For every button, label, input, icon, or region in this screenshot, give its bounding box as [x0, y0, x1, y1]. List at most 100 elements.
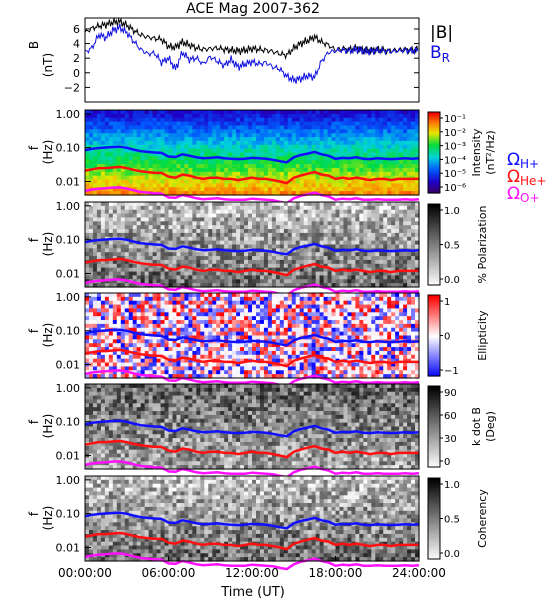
- spectro-cell: [188, 300, 193, 306]
- spectro-cell: [291, 312, 297, 317]
- colorbar-cell: [428, 246, 440, 250]
- spectro-cell: [299, 279, 305, 284]
- spectro-cell: [263, 240, 269, 246]
- spectro-cell: [172, 263, 178, 269]
- spectro-cell: [355, 293, 360, 298]
- spectro-cell: [359, 160, 364, 165]
- spectro-cell: [367, 236, 372, 242]
- spectro-cell: [311, 129, 317, 134]
- spectro-cell: [307, 217, 313, 222]
- spectro-cell: [116, 240, 122, 246]
- spectro-cell: [100, 183, 106, 188]
- spectro-cell: [124, 121, 130, 127]
- spectro-cell: [208, 125, 213, 130]
- spectro-cell: [244, 240, 249, 246]
- spectro-cell: [92, 304, 98, 310]
- spectro-cell: [291, 236, 297, 242]
- spectro-cell: [112, 133, 118, 138]
- spectro-cell: [355, 312, 360, 317]
- colorbar-cell: [428, 238, 440, 242]
- spectro-cell: [295, 221, 301, 226]
- spectro-cell: [363, 187, 368, 192]
- spectro-cell: [180, 213, 186, 219]
- spectro-cell: [88, 343, 94, 348]
- spectro-cell: [343, 140, 349, 146]
- spectro-cell: [152, 156, 158, 161]
- spectro-cell: [244, 152, 249, 157]
- spectro-cell: [411, 308, 416, 313]
- spectro-cell: [216, 110, 221, 115]
- spectro-cell: [184, 213, 189, 219]
- spectro-cell: [108, 175, 114, 181]
- spectro-cell: [148, 316, 154, 321]
- spectro-cell: [200, 137, 205, 142]
- spectro-cell: [212, 300, 217, 306]
- spectro-cell: [204, 316, 209, 321]
- spectro-cell: [240, 179, 245, 185]
- spectro-cell: [88, 252, 94, 257]
- spectro-cell: [156, 121, 162, 127]
- spectro-cell: [120, 335, 126, 340]
- spectro-cell: [200, 275, 205, 280]
- spectro-cell: [108, 148, 114, 154]
- spectro-cell: [236, 267, 241, 273]
- spectro-cell: [415, 275, 420, 280]
- spectro-cell: [85, 121, 90, 127]
- spectro-cell: [112, 275, 118, 280]
- spectro-cell: [347, 110, 353, 115]
- spectro-cell: [184, 275, 189, 280]
- spectro-cell: [275, 160, 281, 165]
- spectro-cell: [359, 183, 364, 188]
- spectro-cell: [319, 221, 325, 226]
- spectro-cell: [363, 279, 368, 284]
- spectro-cell: [371, 175, 376, 181]
- spectro-cell: [128, 263, 134, 269]
- spectro-cell: [307, 148, 313, 154]
- spectro-cell: [331, 320, 337, 325]
- spectro-cell: [104, 308, 110, 313]
- spectro-cell: [415, 125, 420, 130]
- spectro-cell: [407, 335, 412, 340]
- spectro-cell: [88, 209, 94, 215]
- spectro-cell: [85, 244, 90, 249]
- spectro-cell: [391, 327, 396, 333]
- spectro-cell: [279, 137, 285, 142]
- spectro-cell: [319, 259, 325, 265]
- spectro-cell: [391, 183, 396, 188]
- spectro-cell: [160, 140, 166, 146]
- spectro-cell: [415, 129, 420, 134]
- spectro-cell: [411, 117, 416, 123]
- spectro-cell: [263, 335, 269, 340]
- spectro-cell: [85, 113, 90, 119]
- spectro-cell: [259, 121, 265, 127]
- spectro-cell: [252, 308, 257, 313]
- spectro-cell: [168, 244, 174, 249]
- spectro-cell: [236, 275, 241, 280]
- spectro-cell: [208, 240, 213, 246]
- legend-b-r-sub: R: [442, 51, 450, 65]
- spectro-cell: [88, 300, 94, 306]
- spectro-cell: [295, 339, 301, 344]
- spectro-cell: [259, 296, 265, 302]
- spectro-cell: [331, 316, 337, 321]
- spectro-cell: [244, 283, 249, 288]
- spectro-cell: [232, 263, 237, 269]
- spectro-cell: [176, 320, 182, 325]
- spectro-cell: [331, 331, 337, 337]
- spectro-cell: [85, 312, 90, 317]
- spectro-cell: [339, 236, 345, 242]
- spectro-cell: [375, 217, 380, 222]
- spectro-cell: [307, 205, 313, 211]
- spectro-cell: [327, 252, 333, 257]
- spectro-cell: [188, 137, 193, 142]
- spectro-cell: [172, 323, 178, 329]
- spectro-cell: [140, 339, 146, 344]
- spectro-cell: [104, 148, 110, 154]
- spectro-cell: [116, 308, 122, 313]
- spectro-cell: [399, 191, 404, 196]
- colorbar-cell: [428, 162, 440, 166]
- spectro-cell: [411, 179, 416, 185]
- spectro-cell: [104, 191, 110, 196]
- spectro-cell: [375, 125, 380, 130]
- spectro-cell: [136, 327, 142, 333]
